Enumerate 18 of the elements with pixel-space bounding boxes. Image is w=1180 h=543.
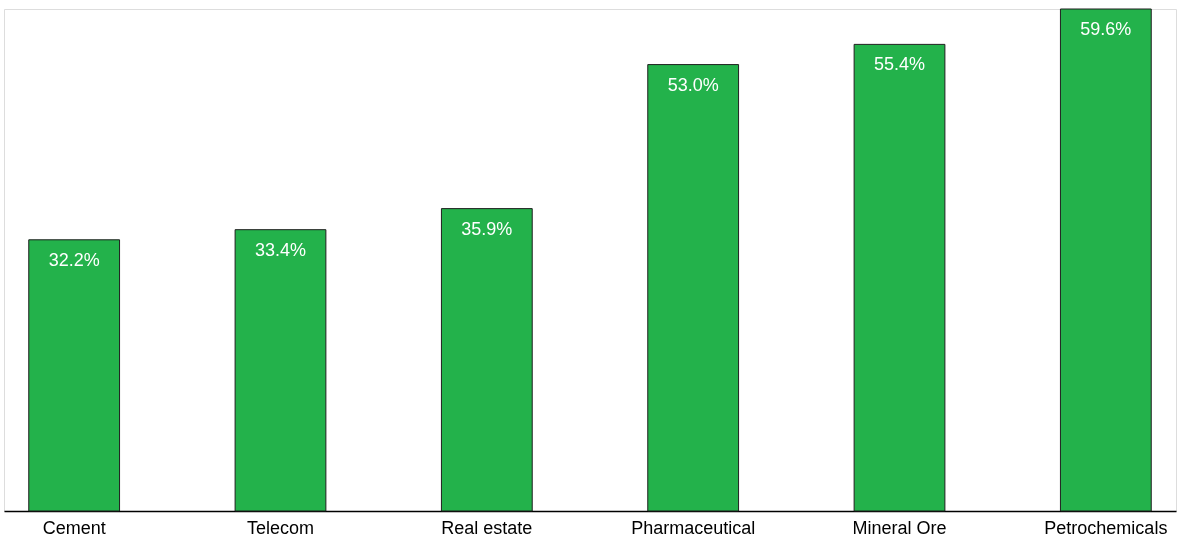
bar: [440, 208, 533, 512]
data-label: 55.4%: [873, 54, 926, 75]
data-label: 53.0%: [667, 74, 719, 95]
data-label: 35.9%: [461, 218, 513, 239]
data-label: 59.6%: [1080, 19, 1132, 39]
x-tick-label: Real estate: [441, 517, 533, 538]
data-label: 33.4%: [254, 239, 307, 260]
x-tick-label: Mineral Ore: [852, 517, 947, 538]
x-tick-label: Cement: [42, 517, 106, 538]
bar: [853, 43, 946, 512]
x-tick-label: Pharmaceutical: [631, 517, 756, 538]
x-tick-label: Telecom: [246, 517, 315, 538]
data-label: 32.2%: [48, 249, 100, 270]
bar: [1059, 8, 1152, 512]
bar: [28, 239, 121, 512]
x-tick-label: Petrochemicals: [1044, 517, 1168, 538]
bar: [234, 229, 327, 512]
bar: [647, 64, 740, 512]
